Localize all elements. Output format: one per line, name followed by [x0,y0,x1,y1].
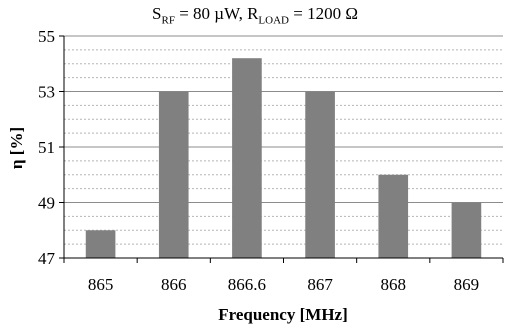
y-tick-label: 53 [38,83,55,102]
x-tick-label: 868 [381,275,407,294]
bar-867 [305,91,335,258]
bar-866 [158,91,189,258]
title-r-subscript: LOAD [258,14,289,27]
x-tick-label: 866 [161,275,187,294]
x-tick-label: 867 [307,275,333,294]
y-tick-label: 49 [38,194,55,213]
title-s: S [152,4,162,23]
title-s-subscript: RF [161,14,175,27]
x-tick-label: 866.6 [228,275,266,294]
y-tick-label: 51 [38,138,55,157]
bar-866.6 [232,58,262,259]
y-tick-label: 47 [38,249,56,268]
x-tick-label: 869 [454,275,480,294]
bar-869 [451,202,482,258]
bar-868 [378,174,409,258]
bar-865 [85,230,116,258]
title-r-value: = 1200 Ω [288,4,358,23]
x-tick-label: 865 [88,275,114,294]
title-s-value: = 80 µW, R [174,4,259,23]
chart-title: SRF = 80 µW, RLOAD = 1200 Ω [0,4,510,26]
bars [85,58,482,259]
y-axis-label: η [%] [7,127,26,169]
gridlines [64,35,503,259]
x-axis: 865 866 866.6 867 868 869 [63,257,504,294]
y-tick-label: 55 [38,27,55,46]
y-axis: 47 49 51 53 55 [38,27,65,268]
x-axis-label: Frequency [MHz] [218,305,348,324]
